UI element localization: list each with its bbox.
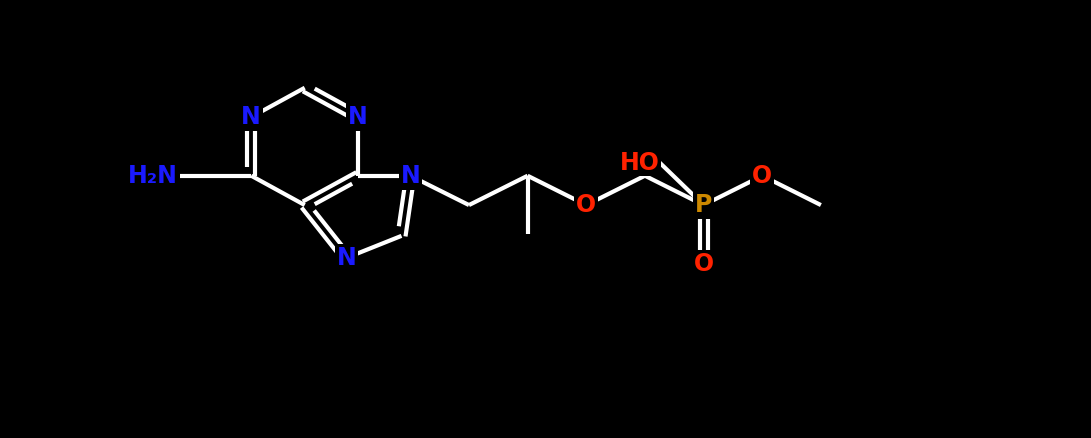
Text: N: N [337,246,357,270]
Text: P: P [695,193,712,217]
Text: O: O [694,252,714,276]
Text: HO: HO [620,151,660,174]
Text: N: N [348,105,368,129]
Text: N: N [241,105,261,129]
Text: O: O [752,164,772,188]
Text: O: O [576,193,597,217]
Text: H₂N: H₂N [128,164,178,188]
Text: N: N [400,164,420,188]
